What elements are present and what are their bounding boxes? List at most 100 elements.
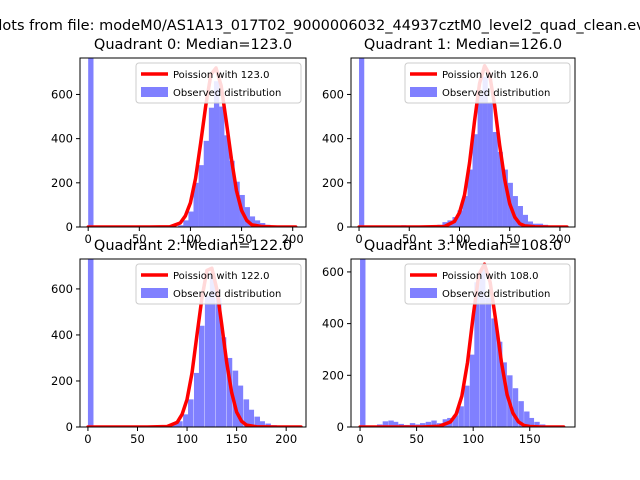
legend-box — [404, 263, 571, 305]
y-tick-label: 400 — [322, 317, 344, 331]
histogram-bar — [198, 165, 204, 227]
histogram-bar — [492, 132, 498, 227]
y-tick-label: 400 — [322, 132, 344, 146]
y-tick-label: 0 — [66, 420, 73, 434]
x-tick-label: 200 — [549, 232, 571, 246]
y-tick-label: 200 — [51, 374, 73, 388]
legend-observed-swatch — [410, 87, 437, 97]
histogram-bar — [193, 182, 199, 227]
x-tick-label: 200 — [282, 232, 304, 246]
legend-observed-swatch — [141, 87, 168, 97]
histogram-bar — [237, 385, 244, 427]
histogram-bar — [522, 214, 528, 227]
histogram-bar — [254, 220, 261, 227]
legend-observed-label: Observed distribution — [173, 289, 281, 300]
legend-fit-label: Poission with 123.0 — [173, 70, 269, 81]
histogram-bar — [458, 406, 464, 427]
histogram-bar — [183, 220, 189, 227]
histogram-bar — [213, 81, 220, 227]
histogram-bar — [220, 337, 227, 427]
histogram-bar — [243, 399, 250, 427]
histogram-bar — [528, 417, 535, 427]
histogram-bar — [479, 269, 486, 427]
x-tick-label: 0 — [84, 432, 91, 446]
x-tick-label: 0 — [85, 232, 92, 246]
histogram-bar — [259, 421, 265, 427]
histogram-bar — [359, 58, 365, 227]
histogram-bar — [472, 134, 478, 227]
panel-title: Quadrant 2: Median=122.0 — [94, 238, 292, 254]
histogram-bar — [209, 272, 216, 427]
histogram-bar — [229, 160, 235, 227]
legend-observed-swatch — [141, 288, 168, 298]
chart-panel-3: 0 50 100 150 0 200 400 600 Quadrant 3: Median=10… — [322, 238, 576, 446]
histogram-bar — [388, 420, 394, 427]
chart-panel-2: 0 50 100 150 200 0 200 400 600 Quadrant 2: Median… — [51, 238, 307, 446]
histogram-bar — [382, 421, 389, 427]
histogram-bar — [204, 295, 211, 427]
histogram-bar — [452, 415, 459, 427]
histogram-bar — [534, 421, 540, 427]
histogram-bar — [360, 259, 366, 427]
x-tick-label: 50 — [130, 432, 145, 446]
histogram-bar — [392, 421, 399, 427]
histogram-bar — [198, 325, 205, 427]
panel-title: Quadrant 1: Median=126.0 — [364, 37, 562, 53]
histogram-bar — [177, 421, 183, 427]
histogram-bar — [87, 259, 94, 427]
histogram-bar — [183, 414, 189, 427]
histogram-bar — [172, 424, 178, 427]
y-tick-label: 600 — [322, 265, 344, 279]
figure-suptitle: Plots from file: modeM0/AS1A13_017T02_90… — [0, 18, 640, 34]
histogram-bar — [512, 196, 518, 227]
histogram-bar — [248, 409, 255, 427]
histogram-bar — [232, 370, 239, 427]
histogram-bar — [425, 421, 432, 427]
x-tick-label: 50 — [402, 232, 417, 246]
histogram-bar — [474, 282, 480, 427]
histogram-bar — [249, 216, 256, 227]
histogram-bar — [467, 169, 473, 227]
legend-fit-label: Poission with 108.0 — [442, 271, 538, 282]
x-tick-label: 150 — [226, 432, 248, 446]
histogram-bar — [188, 399, 194, 427]
chart-panel-0: 0 50 100 150 200 0 200 400 600 Quadrant 0: Median… — [51, 37, 307, 246]
x-tick-label: 100 — [449, 232, 471, 246]
legend-fit-label: Poission with 122.0 — [173, 271, 269, 282]
histogram-bar — [457, 210, 463, 227]
histogram-bar — [502, 169, 508, 227]
x-tick-label: 100 — [176, 432, 198, 446]
y-tick-label: 0 — [66, 220, 73, 234]
axes-frame — [79, 258, 307, 428]
histogram-bar — [234, 181, 240, 227]
legend-box — [404, 62, 571, 104]
y-tick-label: 0 — [337, 420, 344, 434]
histogram-bar — [178, 225, 184, 227]
panel-title: Quadrant 0: Median=123.0 — [94, 37, 292, 53]
histogram-bar — [491, 318, 497, 427]
histogram-bar — [517, 206, 523, 227]
histogram-bar — [527, 221, 534, 227]
x-tick-label: 100 — [462, 432, 484, 446]
x-tick-label: 50 — [132, 232, 147, 246]
histogram-bar — [215, 298, 222, 427]
y-tick-label: 400 — [51, 132, 73, 146]
legend-observed-label: Observed distribution — [173, 88, 281, 99]
histogram-bar — [497, 151, 503, 227]
legend-box — [135, 62, 302, 104]
histogram-bar — [226, 357, 233, 427]
histogram-bar — [88, 58, 94, 227]
histogram-bar — [496, 341, 503, 427]
y-tick-label: 200 — [322, 368, 344, 382]
histogram-bar — [524, 411, 530, 427]
x-tick-label: 100 — [179, 232, 201, 246]
histogram-bar — [431, 420, 437, 427]
legend-box — [135, 263, 302, 305]
histogram-bar — [244, 207, 250, 227]
x-tick-label: 0 — [355, 232, 362, 246]
panel-title: Quadrant 3: Median=108.0 — [364, 238, 562, 254]
x-tick-label: 50 — [409, 432, 424, 446]
histogram-bar — [203, 140, 210, 227]
histogram-bar — [485, 297, 492, 427]
